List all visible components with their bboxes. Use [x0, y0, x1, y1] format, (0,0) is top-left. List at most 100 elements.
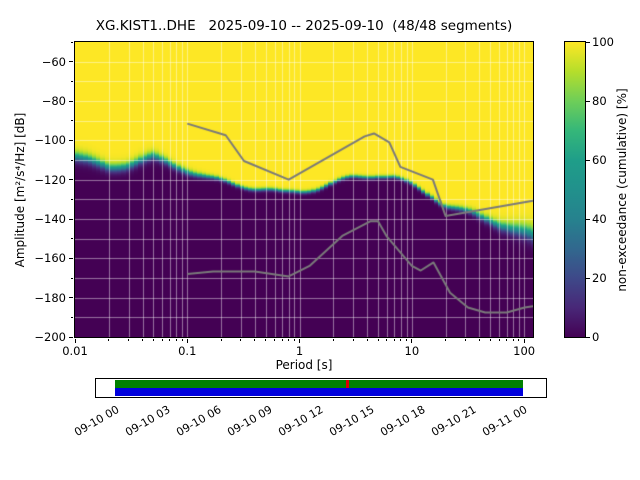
x-minor-tick: [506, 339, 508, 341]
x-minor-tick: [161, 339, 163, 341]
y-tick: [69, 100, 73, 102]
x-minor-tick: [352, 339, 354, 341]
y-tick-label: −180: [34, 290, 66, 305]
timeline-tick-label: 09-10 12: [276, 403, 326, 439]
colorbar: [564, 41, 586, 338]
timeline-tick-label: 09-10 21: [429, 403, 479, 439]
x-minor-tick: [288, 339, 290, 341]
colorbar-tick: [586, 100, 590, 102]
colorbar-tick-label: 100: [592, 35, 614, 49]
colorbar-tick: [586, 277, 590, 279]
x-minor-tick: [108, 339, 110, 341]
y-tick-label: −80: [41, 94, 66, 108]
timeline-tick-label: 09-10 00: [72, 403, 122, 439]
data-coverage-bar: [115, 380, 346, 388]
x-minor-tick: [489, 339, 491, 341]
x-minor-tick: [512, 339, 514, 341]
y-minor-tick: [71, 238, 73, 240]
y-tick-label: −100: [34, 133, 66, 148]
colorbar-gradient: [565, 42, 585, 337]
x-minor-tick: [152, 339, 154, 341]
timeline-tick-label: 09-10 18: [378, 403, 428, 439]
y-tick-label: −160: [34, 251, 66, 266]
data-coverage-bar: [348, 380, 523, 388]
colorbar-tick-label: 60: [592, 153, 607, 167]
plot-title: XG.KIST1..DHE 2025-09-10 -- 2025-09-10 (…: [95, 18, 513, 34]
x-minor-tick: [386, 339, 388, 341]
y-minor-tick: [71, 277, 73, 279]
x-minor-tick: [240, 339, 242, 341]
colorbar-label: non-exceedance (cumulative) [%]: [615, 88, 629, 292]
colorbar-tick-label: 20: [592, 271, 607, 285]
x-minor-tick: [366, 339, 368, 341]
y-tick-label: −60: [41, 54, 66, 69]
y-tick: [69, 257, 73, 259]
y-minor-tick: [71, 120, 73, 122]
time-coverage-box: [95, 378, 547, 398]
x-axis-label: Period [s]: [275, 358, 333, 372]
x-tick: [74, 339, 76, 343]
y-tick: [69, 218, 73, 220]
x-tick: [411, 339, 413, 343]
x-tick: [523, 339, 525, 343]
y-minor-tick: [71, 80, 73, 82]
colorbar-tick-label: 0: [592, 330, 600, 344]
x-minor-tick: [393, 339, 395, 341]
x-minor-tick: [332, 339, 334, 341]
y-tick: [69, 179, 73, 181]
x-minor-tick: [518, 339, 520, 341]
x-minor-tick: [254, 339, 256, 341]
y-minor-tick: [71, 316, 73, 318]
x-minor-tick: [377, 339, 379, 341]
timeline-tick-label: 09-10 09: [225, 403, 275, 439]
x-minor-tick: [293, 339, 295, 341]
colorbar-tick: [586, 336, 590, 338]
y-tick: [69, 297, 73, 299]
x-tick-label: 0.01: [62, 344, 88, 358]
x-minor-tick: [220, 339, 222, 341]
y-tick: [69, 336, 73, 338]
x-minor-tick: [445, 339, 447, 341]
ppsd-heatmap-canvas: [75, 42, 533, 337]
x-minor-tick: [265, 339, 267, 341]
x-minor-tick: [464, 339, 466, 341]
plot-area: [74, 41, 534, 338]
y-minor-tick: [71, 198, 73, 200]
x-minor-tick: [400, 339, 402, 341]
timeline-tick-label: 09-11 00: [480, 403, 530, 439]
y-minor-tick: [71, 159, 73, 161]
y-tick-label: −200: [34, 330, 66, 344]
colorbar-tick: [586, 41, 590, 43]
x-tick-label: 10: [404, 344, 420, 358]
x-minor-tick: [128, 339, 130, 341]
x-minor-tick: [181, 339, 183, 341]
x-minor-tick: [281, 339, 283, 341]
x-tick-label: 0.1: [178, 344, 197, 358]
colorbar-tick: [586, 218, 590, 220]
colorbar-tick: [586, 159, 590, 161]
timeline-tick-label: 09-10 06: [174, 403, 224, 439]
y-minor-tick: [71, 41, 73, 43]
y-tick: [69, 61, 73, 63]
x-minor-tick: [498, 339, 500, 341]
timeline-tick-label: 09-10 03: [123, 403, 173, 439]
x-tick-label: 1: [295, 344, 304, 358]
data-gap-marker: [345, 380, 349, 388]
x-minor-tick: [274, 339, 276, 341]
x-tick: [299, 339, 301, 343]
x-minor-tick: [478, 339, 480, 341]
x-minor-tick: [406, 339, 408, 341]
colorbar-tick-label: 80: [592, 94, 607, 108]
x-minor-tick: [142, 339, 144, 341]
x-tick-label: 100: [513, 344, 536, 358]
segment-coverage-bar: [115, 388, 523, 396]
y-tick-label: −140: [34, 212, 66, 226]
y-tick: [69, 139, 73, 141]
x-minor-tick: [175, 339, 177, 341]
timeline-tick-label: 09-10 15: [327, 403, 377, 439]
colorbar-tick-label: 40: [592, 212, 607, 226]
x-minor-tick: [169, 339, 171, 341]
y-tick-label: −120: [34, 172, 66, 187]
x-tick: [186, 339, 188, 343]
